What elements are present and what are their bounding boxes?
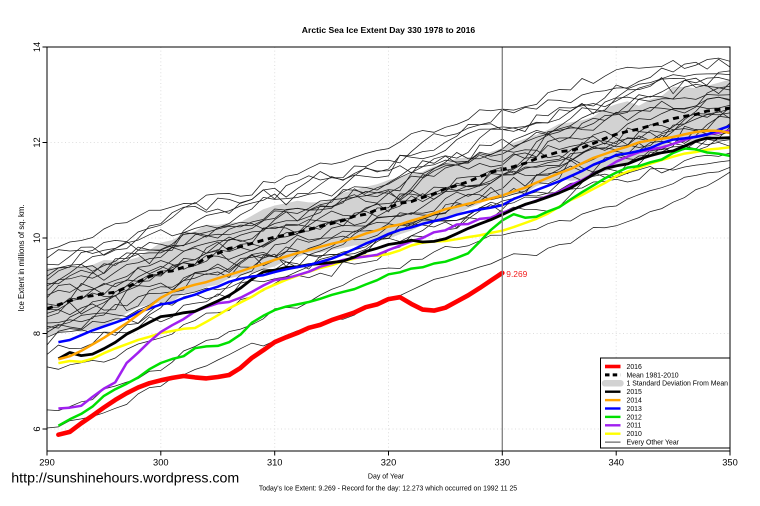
- svg-text:6: 6: [32, 426, 42, 431]
- svg-text:2015: 2015: [627, 389, 642, 396]
- svg-text:290: 290: [39, 458, 55, 468]
- svg-text:320: 320: [381, 458, 397, 468]
- svg-text:Mean 1981-2010: Mean 1981-2010: [627, 372, 679, 379]
- svg-text:2010: 2010: [627, 431, 642, 438]
- svg-text:2016: 2016: [627, 364, 642, 371]
- svg-text:1 Standard Deviation From Mean: 1 Standard Deviation From Mean: [627, 381, 729, 388]
- svg-text:http://sunshinehours.wordpress: http://sunshinehours.wordpress.com: [11, 471, 239, 487]
- svg-text:300: 300: [153, 458, 169, 468]
- svg-text:2013: 2013: [627, 406, 642, 413]
- svg-text:Today's Ice Extent: 9.269 - R: Today's Ice Extent: 9.269 - Record for t…: [259, 485, 517, 492]
- svg-text:330: 330: [495, 458, 511, 468]
- svg-text:2014: 2014: [627, 398, 642, 405]
- svg-text:Arctic Sea Ice Extent Day 330: Arctic Sea Ice Extent Day 330 1978 to 20…: [302, 25, 476, 35]
- svg-text:2011: 2011: [627, 423, 642, 430]
- svg-text:14: 14: [32, 42, 42, 52]
- svg-text:350: 350: [722, 458, 738, 468]
- svg-text:8: 8: [32, 331, 42, 336]
- svg-text:Every Other Year: Every Other Year: [627, 440, 680, 447]
- svg-text:9.269: 9.269: [506, 269, 527, 279]
- svg-text:2012: 2012: [627, 414, 642, 421]
- svg-text:12: 12: [32, 137, 42, 147]
- svg-text:10: 10: [32, 233, 42, 243]
- svg-text:Day of Year: Day of Year: [368, 473, 405, 480]
- svg-text:Ice Extent in millions of sq.: Ice Extent in millions of sq. km.: [17, 204, 26, 311]
- svg-text:310: 310: [267, 458, 283, 468]
- svg-text:340: 340: [608, 458, 624, 468]
